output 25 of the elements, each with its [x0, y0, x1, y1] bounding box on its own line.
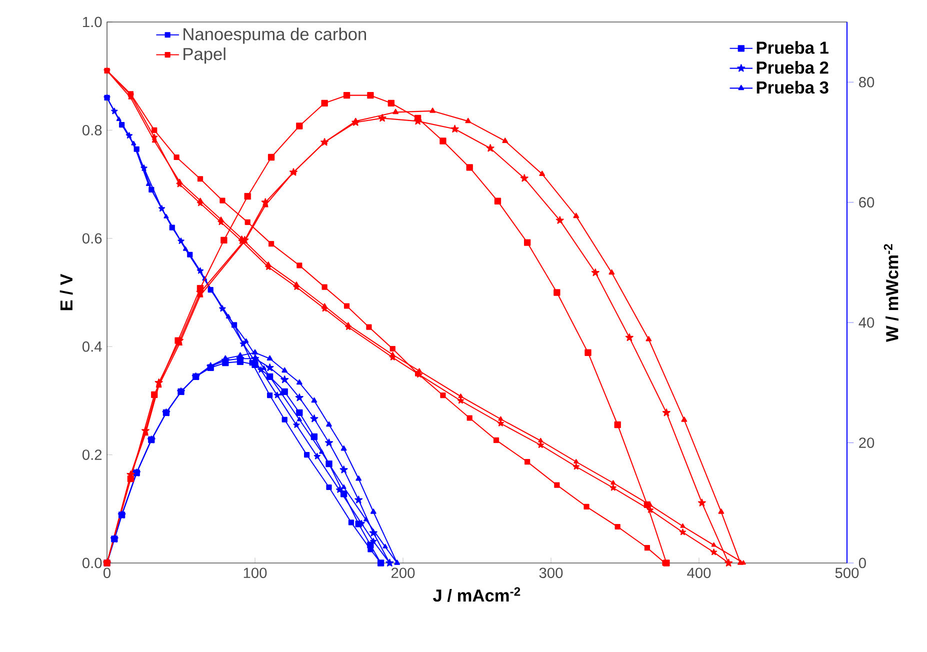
x-tick-label: 400 — [687, 568, 711, 578]
y-axis-title: E / V — [60, 274, 73, 310]
x-tick-label: 300 — [539, 568, 563, 578]
y2-tick-label: 60 — [859, 197, 874, 208]
legend-label: Nanoespuma de carbon — [184, 28, 366, 44]
y-tick-label: 0.6 — [82, 233, 102, 244]
y2-tick-label: 0 — [858, 558, 866, 568]
y-tick-label: 0.4 — [82, 341, 102, 352]
x-tick-label: 200 — [392, 568, 415, 578]
y2-tick-label: 20 — [859, 438, 874, 448]
y-tick-label: 0.2 — [82, 450, 102, 460]
y-tick-label: 0.8 — [82, 125, 102, 136]
y2-tick-label: 80 — [859, 76, 874, 88]
legend-label: Prueba 2 — [756, 61, 828, 74]
y2-axis-title: W / mWcm$^{-2}$ — [884, 244, 898, 342]
legend-label: Prueba 3 — [756, 80, 828, 94]
x-tick-label: 500 — [835, 568, 859, 578]
y2-tick-label: 40 — [858, 317, 874, 328]
x-tick-label: 100 — [244, 568, 267, 578]
x-tick-label: 0 — [103, 568, 110, 578]
legend-label: Papel — [184, 47, 226, 64]
legend-label: Prueba 1 — [756, 41, 828, 54]
y-tick-label: 0.0 — [82, 558, 102, 568]
x-axis-title: J / mAcm$^{-2}$ — [433, 587, 520, 602]
y-tick-label: 1.0 — [83, 16, 102, 28]
